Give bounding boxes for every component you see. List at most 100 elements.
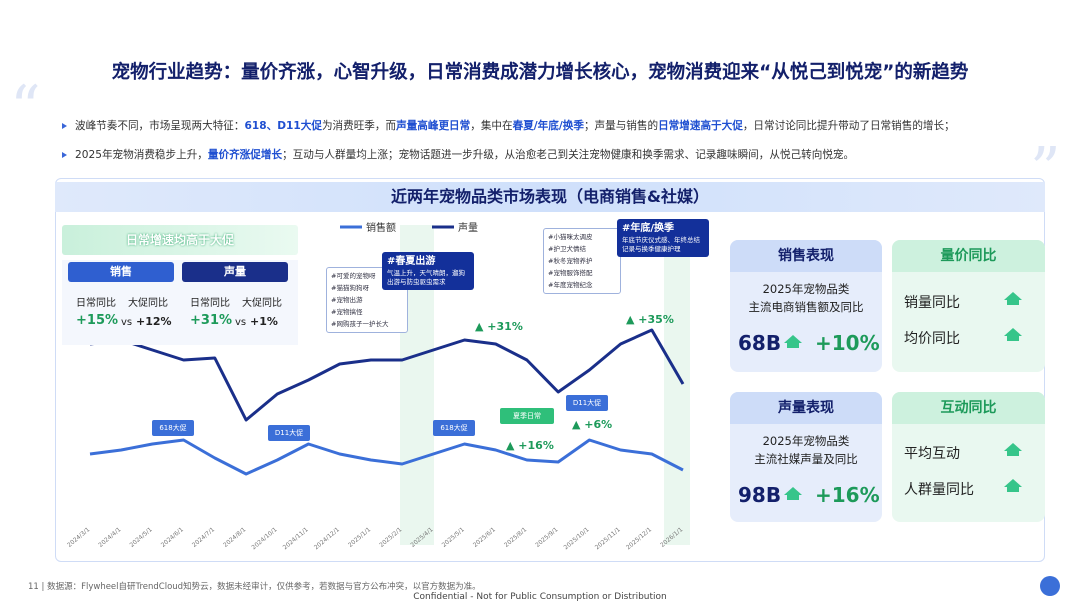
panel-item: 均价同比 xyxy=(904,331,960,347)
daily-growth: +31% xyxy=(190,313,233,328)
series-line xyxy=(89,438,684,476)
line: 主流电商销售额及同比 xyxy=(748,300,864,314)
callout-title: #春夏出游 xyxy=(387,256,436,267)
growth-label: ▲ +16% xyxy=(506,439,554,452)
panel-title: 量价同比 xyxy=(892,240,1045,272)
x-tick-label: 2025/6/1 xyxy=(472,526,497,549)
label: 大促同比 xyxy=(128,298,168,309)
x-tick-label: 2024/11/1 xyxy=(282,526,310,551)
x-tick-label: 2025/5/1 xyxy=(441,526,466,549)
x-tick-label: 2025/1/1 xyxy=(347,526,372,549)
promo-growth: +1% xyxy=(250,315,278,328)
panel-growth: +16% xyxy=(815,483,880,507)
line: 2025年宠物品类 xyxy=(762,282,850,296)
event-label: D11大促 xyxy=(566,395,608,411)
tag: #小猫咪太调皮 xyxy=(548,233,593,241)
label: 大促同比 xyxy=(242,298,282,309)
panel-growth: +10% xyxy=(815,331,880,355)
label: 日常同比 xyxy=(76,298,116,309)
x-tick-label: 2024/12/1 xyxy=(313,526,341,551)
panel-item: 平均互动 xyxy=(904,446,960,462)
highlight-text: 声量高峰更日常 xyxy=(396,120,471,132)
up-arrow xyxy=(1004,292,1022,305)
bullet: 波峰节奏不同，市场呈现两大特征：618、D11大促为消费旺季，而声量高峰更日常，… xyxy=(62,118,955,133)
panel-item: 人群量同比 xyxy=(904,482,974,498)
x-tick-label: 2024/3/1 xyxy=(66,526,91,549)
tag: #宠物出游 xyxy=(331,296,363,304)
highlight-text: 日常增速高于大促 xyxy=(658,120,743,132)
tag: #宠物搞怪 xyxy=(331,308,363,316)
text: 2025年宠物消费稳步上升， xyxy=(75,149,208,161)
tag: #网购孩子一护长大 xyxy=(331,320,389,328)
x-tick-label: 2024/5/1 xyxy=(129,526,154,549)
up-arrow xyxy=(1004,479,1022,492)
up-arrow xyxy=(1004,443,1022,456)
callout-text: 年底节庆仪式感、年终总结记录与换季健康护理 xyxy=(622,236,700,253)
summary-title: 日常增速均高于大促 xyxy=(62,225,298,255)
bullet: 2025年宠物消费稳步上升，量价齐涨促增长；互动与人群量均上涨；宠物话题进一步升… xyxy=(62,147,854,162)
slide-title: 宠物行业趋势：量价齐涨，心智升级，日常消费成潜力增长核心，宠物消费迎来“从悦己到… xyxy=(111,62,969,83)
panel-text: 2025年宠物品类 主流电商销售额及同比 xyxy=(730,280,882,316)
x-tick-label: 2024/4/1 xyxy=(97,526,122,549)
panel-value: 68B xyxy=(738,331,782,355)
x-tick-label: 2025/10/1 xyxy=(563,526,591,551)
chart-title: 近两年宠物品类市场表现（电商销售&社媒） xyxy=(55,182,1045,212)
callout: #春夏出游气温上升，天气晴朗，遛狗出游与防虫驱虫需求 xyxy=(382,252,474,290)
tag: #宠物服饰搭配 xyxy=(548,269,593,277)
text: ；声量与销售的 xyxy=(583,120,659,132)
event-label: 618大促 xyxy=(152,420,194,436)
promo-growth: +12% xyxy=(136,315,172,328)
vs: vs xyxy=(235,317,247,328)
up-arrow xyxy=(1004,328,1022,341)
x-tick-label: 2024/6/1 xyxy=(160,526,185,549)
text: ，日常讨论同比提升带动了日常销售的增长； xyxy=(742,120,955,132)
event-label: 夏季日常 xyxy=(500,408,554,424)
x-tick-label: 2025/8/1 xyxy=(503,526,528,549)
x-tick-label: 2024/10/1 xyxy=(250,526,278,551)
line: 主流社媒声量及同比 xyxy=(754,452,858,466)
label: 日常同比 xyxy=(190,298,230,309)
highlight-band xyxy=(664,225,690,545)
tag: #护卫犬情结 xyxy=(548,245,586,253)
highlight-text: 春夏/年底/换季 xyxy=(512,120,584,132)
vs: vs xyxy=(121,317,133,328)
text: ，集中在 xyxy=(470,120,513,132)
quote-mark: “ xyxy=(10,73,41,143)
x-tick-label: 2025/9/1 xyxy=(534,526,559,549)
text: 波峰节奏不同，市场呈现两大特征： xyxy=(75,120,245,132)
highlight-text: 618、D11大促 xyxy=(244,120,322,132)
legend-label: 声量 xyxy=(458,221,478,234)
confidential: Confidential - Not for Public Consumptio… xyxy=(413,592,667,602)
callout-title: #年底/换季 xyxy=(622,223,675,234)
line: 2025年宠物品类 xyxy=(762,434,850,448)
callout: #年底/换季年底节庆仪式感、年终总结记录与换季健康护理 xyxy=(617,219,709,257)
x-tick-label: 2024/8/1 xyxy=(222,526,247,549)
panel-title: 互动同比 xyxy=(892,392,1045,424)
up-arrow xyxy=(784,335,802,348)
source: 11 | 数据源：Flywheel自研TrendCloud知势云，数据未经审计，… xyxy=(28,582,481,592)
panel-text: 2025年宠物品类 主流社媒声量及同比 xyxy=(730,432,882,468)
up-arrow xyxy=(784,487,802,500)
highlight-text: 量价齐涨促增长 xyxy=(207,149,283,161)
panel-title: 销售表现 xyxy=(730,240,882,272)
group-title: 声量 xyxy=(182,262,288,282)
tag-list: #可爱的宠物呀 #猫猫狗狗呀 #宠物出游 #宠物搞怪 #网购孩子一护长大 xyxy=(326,267,408,333)
logo xyxy=(1040,576,1060,596)
series-line xyxy=(89,328,685,422)
panel-value: 98B xyxy=(738,483,782,507)
callout-text: 气温上升，天气晴朗，遛狗出游与防虫驱虫需求 xyxy=(387,269,465,286)
growth-label: ▲ +6% xyxy=(572,418,613,431)
text: 为消费旺季，而 xyxy=(321,120,397,132)
text: ；互动与人群量均上涨；宠物话题进一步升级，从治愈老己到关注宠物健康和换季需求、记… xyxy=(282,149,855,161)
x-tick-label: 2025/2/1 xyxy=(378,526,403,549)
x-tick-label: 2025/11/1 xyxy=(594,526,622,551)
panel-item: 销量同比 xyxy=(904,295,960,311)
tag: #年度宠物纪念 xyxy=(548,281,593,289)
growth-label: ▲ +35% xyxy=(626,313,674,326)
x-tick-label: 2025/12/1 xyxy=(625,526,653,551)
growth-label: ▲ +31% xyxy=(475,320,523,333)
tag: #秋冬宠物养护 xyxy=(548,257,593,265)
legend-label: 销售额 xyxy=(366,221,396,234)
event-label: D11大促 xyxy=(268,425,310,441)
event-label: 618大促 xyxy=(433,420,475,436)
